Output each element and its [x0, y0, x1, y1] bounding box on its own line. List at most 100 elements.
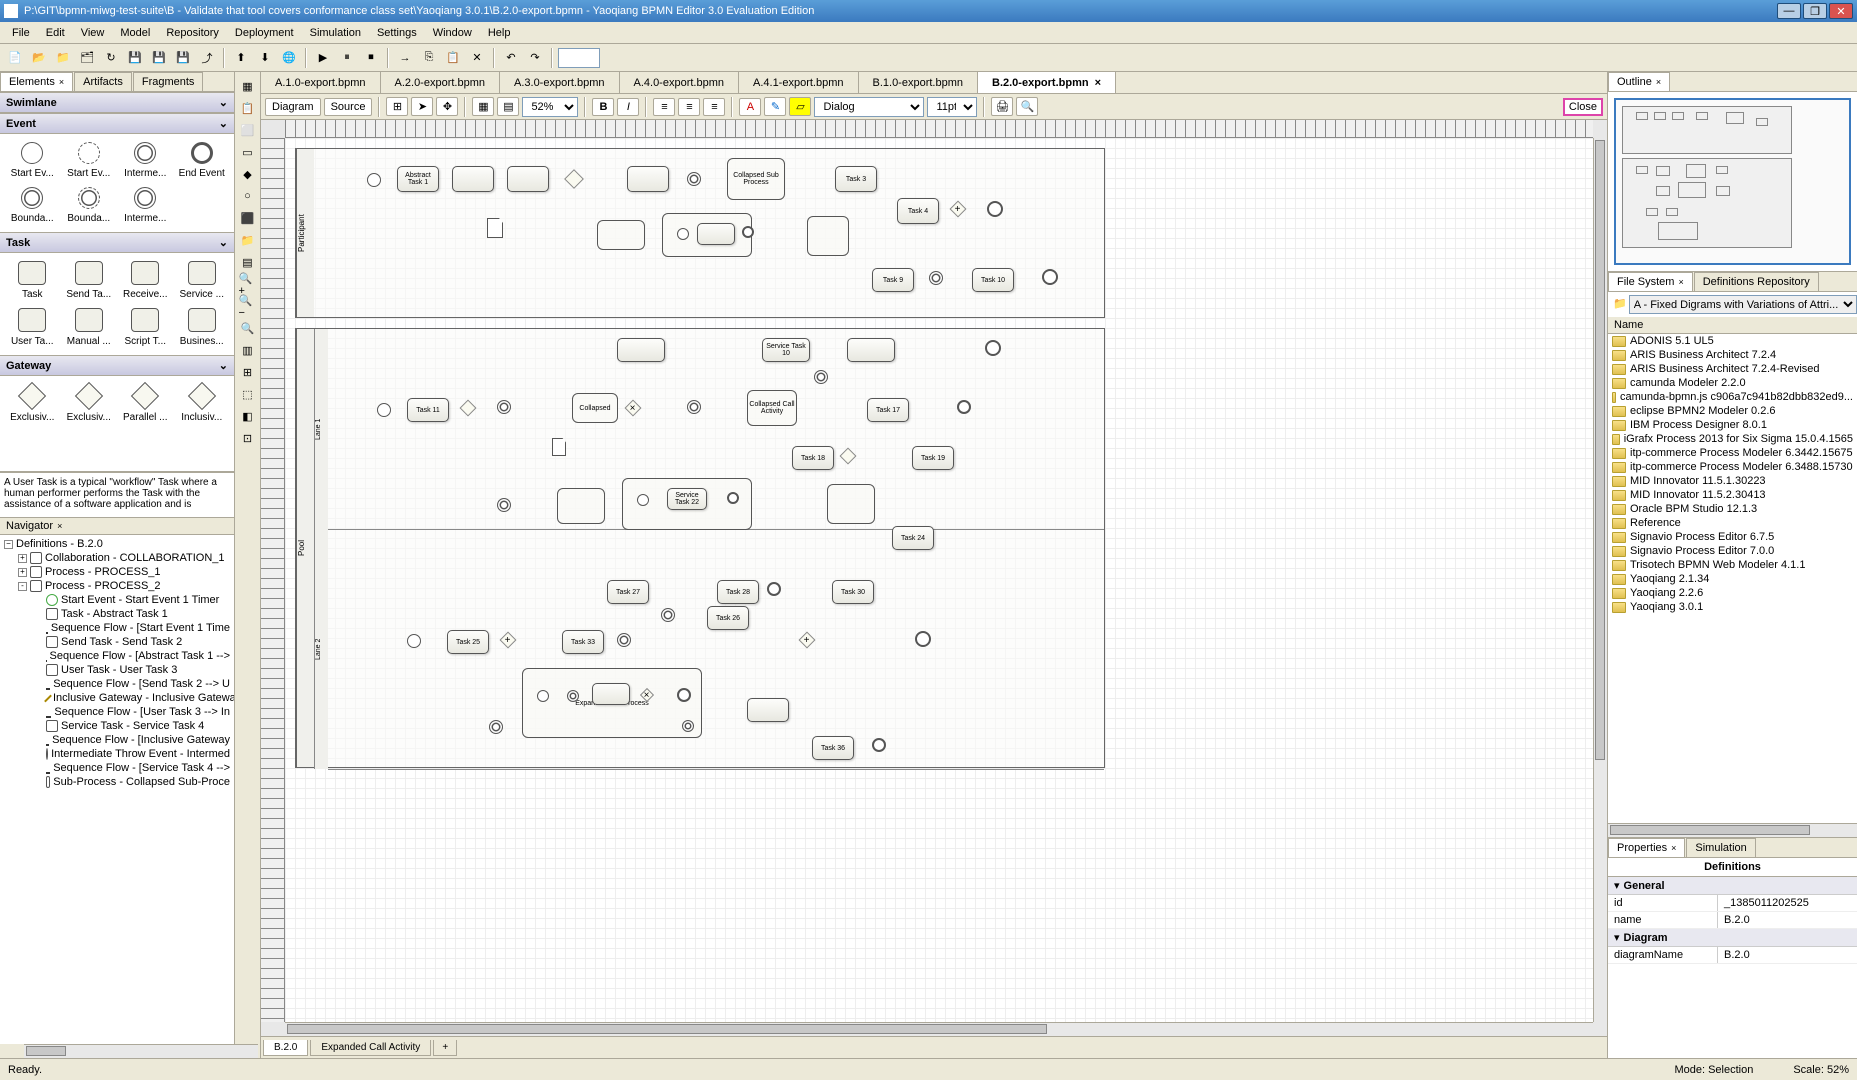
file-item[interactable]: ARIS Business Architect 7.2.4-Revised: [1608, 362, 1857, 376]
props-section-header[interactable]: ▾Diagram: [1608, 929, 1857, 947]
palette-item[interactable]: Manual ...: [63, 306, 116, 349]
editor-tab[interactable]: A.2.0-export.bpmn: [381, 72, 501, 93]
saveas-icon[interactable]: 💾: [148, 47, 170, 69]
copy-icon[interactable]: ⎘: [418, 47, 440, 69]
bpmn-task[interactable]: [617, 338, 665, 362]
bpmn-event[interactable]: [367, 173, 381, 187]
bpmn-event[interactable]: [677, 688, 691, 702]
tree-item[interactable]: Sequence Flow - [Send Task 2 --> U: [2, 677, 232, 691]
bpmn-task[interactable]: [592, 683, 630, 705]
bottom-tab-add[interactable]: +: [433, 1040, 457, 1056]
file-list-header[interactable]: Name: [1608, 317, 1857, 334]
bpmn-event[interactable]: [677, 228, 689, 240]
palette-item[interactable]: Interme...: [119, 140, 172, 181]
bpmn-data[interactable]: [552, 438, 566, 456]
preview-icon[interactable]: 🔍: [1016, 97, 1038, 116]
props-row[interactable]: id_1385011202525: [1608, 895, 1857, 912]
grid-icon[interactable]: ⊞: [386, 97, 408, 116]
bottom-tab-expanded[interactable]: Expanded Call Activity: [310, 1040, 431, 1056]
vtool-icon[interactable]: 🔍−: [238, 296, 258, 316]
export-icon[interactable]: ⤴: [196, 47, 218, 69]
globe-icon[interactable]: 🌐: [278, 47, 300, 69]
file-item[interactable]: Yaoqiang 2.1.34: [1608, 572, 1857, 586]
bpmn-task[interactable]: Service Task 22: [667, 488, 707, 510]
palette-item[interactable]: Start Ev...: [6, 140, 59, 181]
bpmn-event[interactable]: [377, 403, 391, 417]
bpmn-event[interactable]: [814, 370, 828, 384]
editor-tab[interactable]: B.2.0-export.bpmn×: [978, 72, 1116, 93]
palette-task-header[interactable]: Task⌄: [0, 232, 234, 253]
tab-properties[interactable]: Properties×: [1608, 838, 1685, 857]
file-item[interactable]: ADONIS 5.1 UL5: [1608, 334, 1857, 348]
vtool-icon[interactable]: 🔍+: [238, 274, 258, 294]
bpmn-event[interactable]: [497, 400, 511, 414]
delete-icon[interactable]: ✕: [466, 47, 488, 69]
tree-item[interactable]: Start Event - Start Event 1 Timer: [2, 593, 232, 607]
bpmn-event[interactable]: [497, 498, 511, 512]
reload-icon[interactable]: ↻: [100, 47, 122, 69]
palette-item[interactable]: Interme...: [119, 185, 172, 226]
tab-simulation[interactable]: Simulation: [1686, 838, 1755, 857]
tree-item[interactable]: +Collaboration - COLLABORATION_1: [2, 551, 232, 565]
bpmn-subproc[interactable]: [597, 220, 645, 250]
redo-icon[interactable]: ↷: [524, 47, 546, 69]
font-combo[interactable]: Dialog: [814, 97, 924, 117]
tree-item[interactable]: Task - Abstract Task 1: [2, 607, 232, 621]
palette-item[interactable]: Bounda...: [6, 185, 59, 226]
bpmn-task[interactable]: [697, 223, 735, 245]
palette-item[interactable]: Bounda...: [63, 185, 116, 226]
tree-item[interactable]: Service Task - Service Task 4: [2, 719, 232, 733]
file-item[interactable]: Reference: [1608, 516, 1857, 530]
vtool-icon[interactable]: ▤: [238, 252, 258, 272]
bpmn-event[interactable]: [742, 226, 754, 238]
palette-item[interactable]: End Event: [176, 140, 229, 181]
file-item[interactable]: Yaoqiang 3.0.1: [1608, 600, 1857, 614]
file-item[interactable]: iGrafx Process 2013 for Six Sigma 15.0.4…: [1608, 432, 1857, 446]
vtool-icon[interactable]: 📁: [238, 230, 258, 250]
bpmn-task[interactable]: Task 25: [447, 630, 489, 654]
bottom-tab-main[interactable]: B.2.0: [263, 1040, 308, 1056]
bpmn-event[interactable]: [915, 631, 931, 647]
file-item[interactable]: Yaoqiang 2.2.6: [1608, 586, 1857, 600]
tree-item[interactable]: Sequence Flow - [Abstract Task 1 -->: [2, 649, 232, 663]
file-item[interactable]: camunda-bpmn.js c906a7c941b82dbb832ed9..…: [1608, 390, 1857, 404]
scrollbar-horizontal[interactable]: [285, 1022, 1593, 1036]
bpmn-task[interactable]: Task 18: [792, 446, 834, 470]
palette-swimlane-header[interactable]: Swimlane⌄: [0, 92, 234, 113]
bpmn-event[interactable]: [687, 400, 701, 414]
tree-item[interactable]: +Process - PROCESS_1: [2, 565, 232, 579]
tree-item[interactable]: User Task - User Task 3: [2, 663, 232, 677]
editor-tab[interactable]: A.3.0-export.bpmn: [500, 72, 620, 93]
pointer-icon[interactable]: ➤: [411, 97, 433, 116]
palette-item[interactable]: Exclusiv...: [63, 382, 116, 425]
saveall-icon[interactable]: 💾: [172, 47, 194, 69]
file-item[interactable]: MID Innovator 11.5.1.30223: [1608, 474, 1857, 488]
align-center-icon[interactable]: ≡: [678, 98, 700, 116]
bpmn-task[interactable]: Task 26: [707, 606, 749, 630]
bpmn-event[interactable]: [727, 492, 739, 504]
menu-model[interactable]: Model: [112, 25, 158, 41]
vtool-icon[interactable]: ⊡: [238, 428, 258, 448]
menu-edit[interactable]: Edit: [38, 25, 73, 41]
collapse-icon[interactable]: ⌄: [219, 359, 228, 372]
vtool-icon[interactable]: ▥: [238, 340, 258, 360]
tree-root[interactable]: −Definitions - B.2.0: [2, 537, 232, 551]
vtool-icon[interactable]: ⊞: [238, 362, 258, 382]
paste-icon[interactable]: 📋: [442, 47, 464, 69]
menu-simulation[interactable]: Simulation: [302, 25, 369, 41]
download-icon[interactable]: ⬇: [254, 47, 276, 69]
bpmn-event[interactable]: [537, 690, 549, 702]
bpmn-task[interactable]: Task 36: [812, 736, 854, 760]
bpmn-task[interactable]: Task 9: [872, 268, 914, 292]
palette-event-header[interactable]: Event⌄: [0, 113, 234, 134]
editor-tab[interactable]: A.4.0-export.bpmn: [620, 72, 740, 93]
diagram-canvas[interactable]: ParticipantPoolLane 1Lane 2Abstract Task…: [285, 138, 1593, 1022]
bpmn-event[interactable]: [957, 400, 971, 414]
bpmn-subproc[interactable]: [827, 484, 875, 524]
menu-file[interactable]: File: [4, 25, 38, 41]
bpmn-event[interactable]: [929, 271, 943, 285]
vtool-icon[interactable]: ⬛: [238, 208, 258, 228]
palette-item[interactable]: Busines...: [176, 306, 229, 349]
tree-item[interactable]: Sequence Flow - [Start Event 1 Time: [2, 621, 232, 635]
palette-item[interactable]: Start Ev...: [63, 140, 116, 181]
